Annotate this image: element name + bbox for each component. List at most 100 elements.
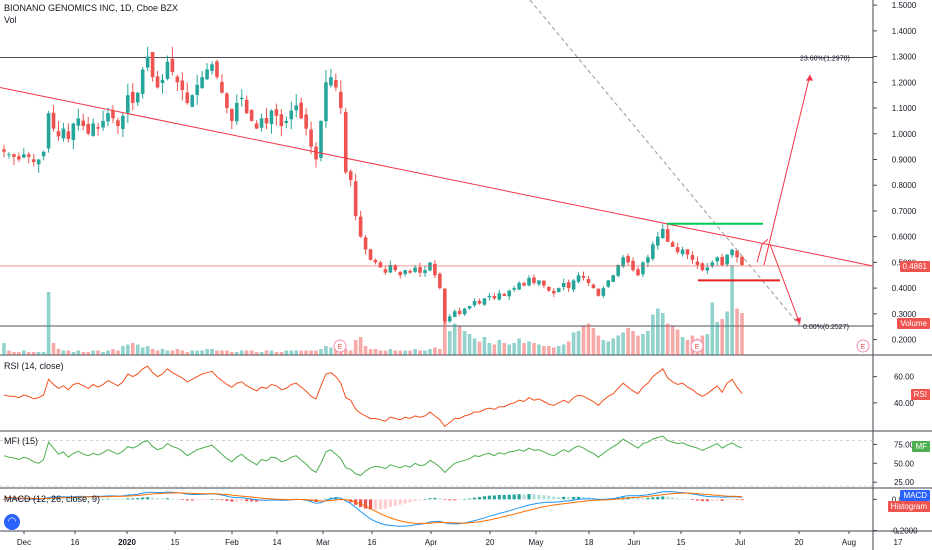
candle-body [160,79,165,83]
volume-bar [170,350,175,355]
tradingview-logo-icon[interactable]: ◠ [4,514,20,530]
price-tick-label: 0.4000 [892,284,917,293]
rsi-pane: 60.00 40.00 [3,365,915,428]
histogram-bar [428,498,432,500]
candle-body [279,114,284,127]
volume-bar [289,350,294,355]
histogram-bar [17,499,21,501]
histogram-bar [720,499,724,501]
candle-body [591,284,596,289]
volume-bar [428,349,432,355]
histogram-bar [656,496,660,500]
candle-body [680,249,685,255]
time-axis[interactable]: Dec 16 2020 15 Feb 14 Mar 16 Apr 20 May 18 Jun 15 Jul 2… [17,531,903,547]
candle-body [170,58,175,73]
candle-body [447,316,452,322]
volume-bar [81,352,86,355]
volume-bar [537,344,541,355]
volume-bar [264,350,269,355]
histogram-bar [725,499,729,501]
earnings-marker-label: E [338,344,343,351]
time-tick-label: Dec [17,538,31,547]
histogram-bar [155,498,160,500]
candle-body [239,97,244,100]
candle-body [457,310,462,314]
volume-bar [621,332,625,355]
volume-bar [601,340,606,355]
volume-bar [106,350,110,355]
mfi-tag: MF [912,441,930,452]
volume-bar [398,350,403,355]
volume-bar [244,350,249,355]
volume-bar [155,350,160,355]
candle-body [710,262,715,267]
histogram-bar [695,499,700,501]
candle-body [651,244,655,259]
candle-body [636,269,640,276]
histogram-bar [363,499,368,509]
candle-body [101,120,105,128]
histogram-bar [368,499,373,510]
volume-bar [725,311,729,355]
histogram-bar [472,497,477,500]
volume-bar [651,314,655,355]
candle-body [418,267,422,273]
candle-body [358,216,363,237]
volume-bar [457,326,462,355]
volume-bar [239,350,244,355]
candle-body [26,154,31,157]
volume-bar [111,349,115,355]
histogram-bar [671,497,675,500]
volume-bar [477,341,482,355]
volume-bar [596,335,601,355]
histogram-bar [245,499,249,502]
candle-body [408,270,412,273]
rsi-label[interactable]: RSI (14, close) [4,361,64,371]
candle-body [121,115,125,129]
volume-bar [51,343,56,355]
candle-body [646,257,650,263]
histogram-bar [66,498,70,500]
volume-bar [7,350,11,355]
candle-body [269,110,274,125]
histogram-bar [373,499,378,510]
mfi-label[interactable]: MFI (15) [4,436,39,446]
volume-bar [249,350,254,355]
volume-bar [581,326,586,355]
candle-body [660,228,665,239]
fib-label-bottom: 0.00%(0.2527) [803,324,849,331]
volume-bar [96,350,100,355]
volume-bar [680,337,685,355]
histogram-bar [200,499,204,500]
histogram-bar [552,496,556,500]
candle-body [339,91,343,109]
price-tick-label: 0.2000 [892,336,917,345]
volume-bar [467,334,472,355]
histogram-bar [571,497,576,500]
histogram-bar [477,497,482,500]
histogram-bar [383,499,387,509]
volume-bar [482,337,487,355]
candle-body [735,250,739,258]
macd-label[interactable]: MACD (12, 26, close, 9) [4,494,101,504]
candle-body [695,261,700,265]
candle-body [244,99,249,114]
volume-bar [46,292,51,355]
candle-body [215,61,219,78]
histogram-bar [666,496,670,500]
candle-body [76,118,81,126]
candle-body [551,290,556,294]
volume-bar [254,352,259,355]
candle-body [116,120,120,127]
histogram-bar [205,499,209,500]
candle-body [403,270,407,275]
candle-body [230,108,234,121]
candle-body [294,105,299,111]
candle-body [343,111,348,173]
symbol-title[interactable]: BIONANO GENOMICS INC, 1D, Cboe BZX [4,3,179,13]
volume-bar [710,302,715,355]
price-axis[interactable]: 1.5000 1.4000 1.3000 1.2000 1.1000 1.0000 0.90… [873,1,917,345]
volume-bar [606,341,611,355]
